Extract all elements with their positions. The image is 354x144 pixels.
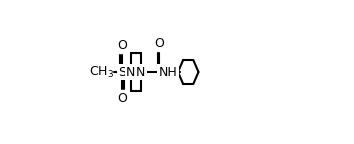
Text: O: O xyxy=(117,92,127,105)
Text: O: O xyxy=(154,37,164,50)
Text: S: S xyxy=(118,66,126,78)
Text: CH$_3$: CH$_3$ xyxy=(89,65,114,79)
Text: O: O xyxy=(117,39,127,52)
Text: NH: NH xyxy=(159,66,177,78)
Text: N: N xyxy=(136,66,145,78)
Text: N: N xyxy=(126,66,135,78)
